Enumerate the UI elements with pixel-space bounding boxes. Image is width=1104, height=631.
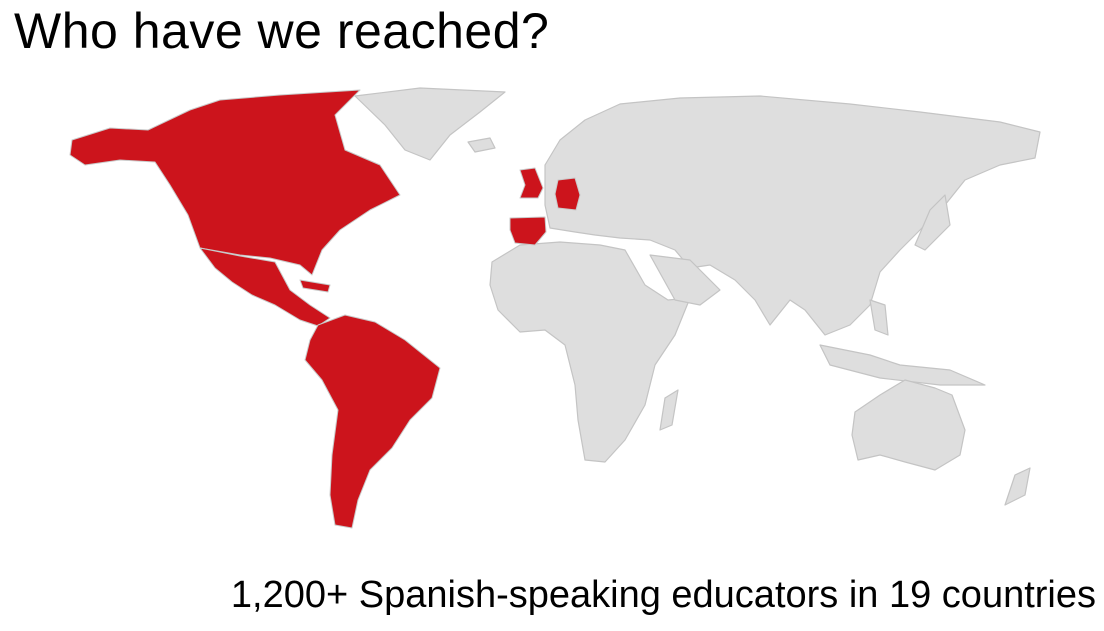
region-cuba	[299, 279, 331, 293]
greenland	[354, 87, 506, 161]
reach-summary: 1,200+ Spanish-speaking educators in 19 …	[230, 574, 1096, 616]
base-land	[354, 87, 1041, 506]
philippines	[869, 299, 889, 336]
region-germany	[554, 177, 581, 211]
japan	[914, 194, 951, 251]
region-canada-usa	[69, 89, 401, 276]
region-spain	[509, 216, 547, 246]
australia	[851, 379, 966, 471]
arabia	[649, 254, 721, 306]
region-united-kingdom	[519, 167, 544, 199]
new-zealand	[1004, 467, 1031, 506]
highlighted-countries	[69, 89, 581, 529]
region-south-america	[304, 314, 441, 529]
indonesia	[819, 344, 986, 386]
iceland	[467, 137, 496, 153]
madagascar	[659, 389, 679, 431]
slide-title: Who have we reached?	[14, 3, 550, 59]
eurasia	[544, 95, 1041, 336]
africa	[489, 241, 691, 463]
